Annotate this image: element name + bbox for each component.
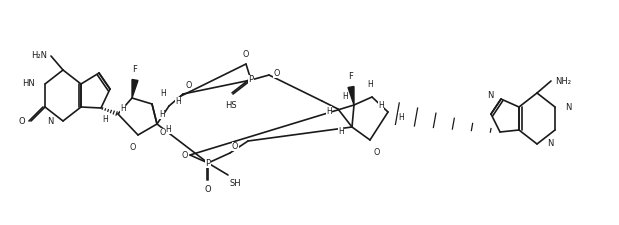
Text: H: H [378, 101, 384, 110]
Text: O: O [243, 50, 249, 59]
Text: H: H [175, 97, 181, 106]
Text: N: N [487, 90, 493, 99]
Text: O: O [273, 68, 279, 77]
Text: H: H [398, 112, 404, 122]
Text: HN: HN [22, 79, 35, 88]
Text: H: H [159, 110, 165, 119]
Text: F: F [348, 72, 353, 81]
Text: O: O [19, 117, 25, 126]
Text: F: F [132, 65, 137, 74]
Text: H: H [102, 115, 108, 124]
Text: P: P [206, 158, 210, 167]
Text: P: P [248, 76, 254, 85]
Text: O: O [181, 151, 188, 160]
Text: NH₂: NH₂ [555, 76, 571, 86]
Text: O: O [159, 128, 165, 137]
Text: H: H [338, 128, 344, 137]
Text: H: H [342, 92, 348, 101]
Text: HS: HS [225, 101, 237, 110]
Text: N: N [547, 140, 553, 148]
Text: O: O [205, 185, 211, 194]
Text: N: N [565, 103, 571, 112]
Text: H₂N: H₂N [31, 52, 47, 61]
Text: H: H [120, 104, 126, 113]
Text: N: N [46, 117, 53, 126]
Text: SH: SH [230, 179, 241, 188]
Text: H: H [160, 89, 166, 98]
Text: O: O [374, 148, 380, 157]
Text: H: H [367, 80, 373, 89]
Polygon shape [348, 86, 354, 105]
Polygon shape [132, 79, 138, 98]
Text: H: H [326, 106, 332, 115]
Text: H: H [165, 124, 171, 133]
Text: O: O [129, 143, 136, 152]
Text: O: O [185, 81, 191, 90]
Text: O: O [232, 142, 238, 151]
